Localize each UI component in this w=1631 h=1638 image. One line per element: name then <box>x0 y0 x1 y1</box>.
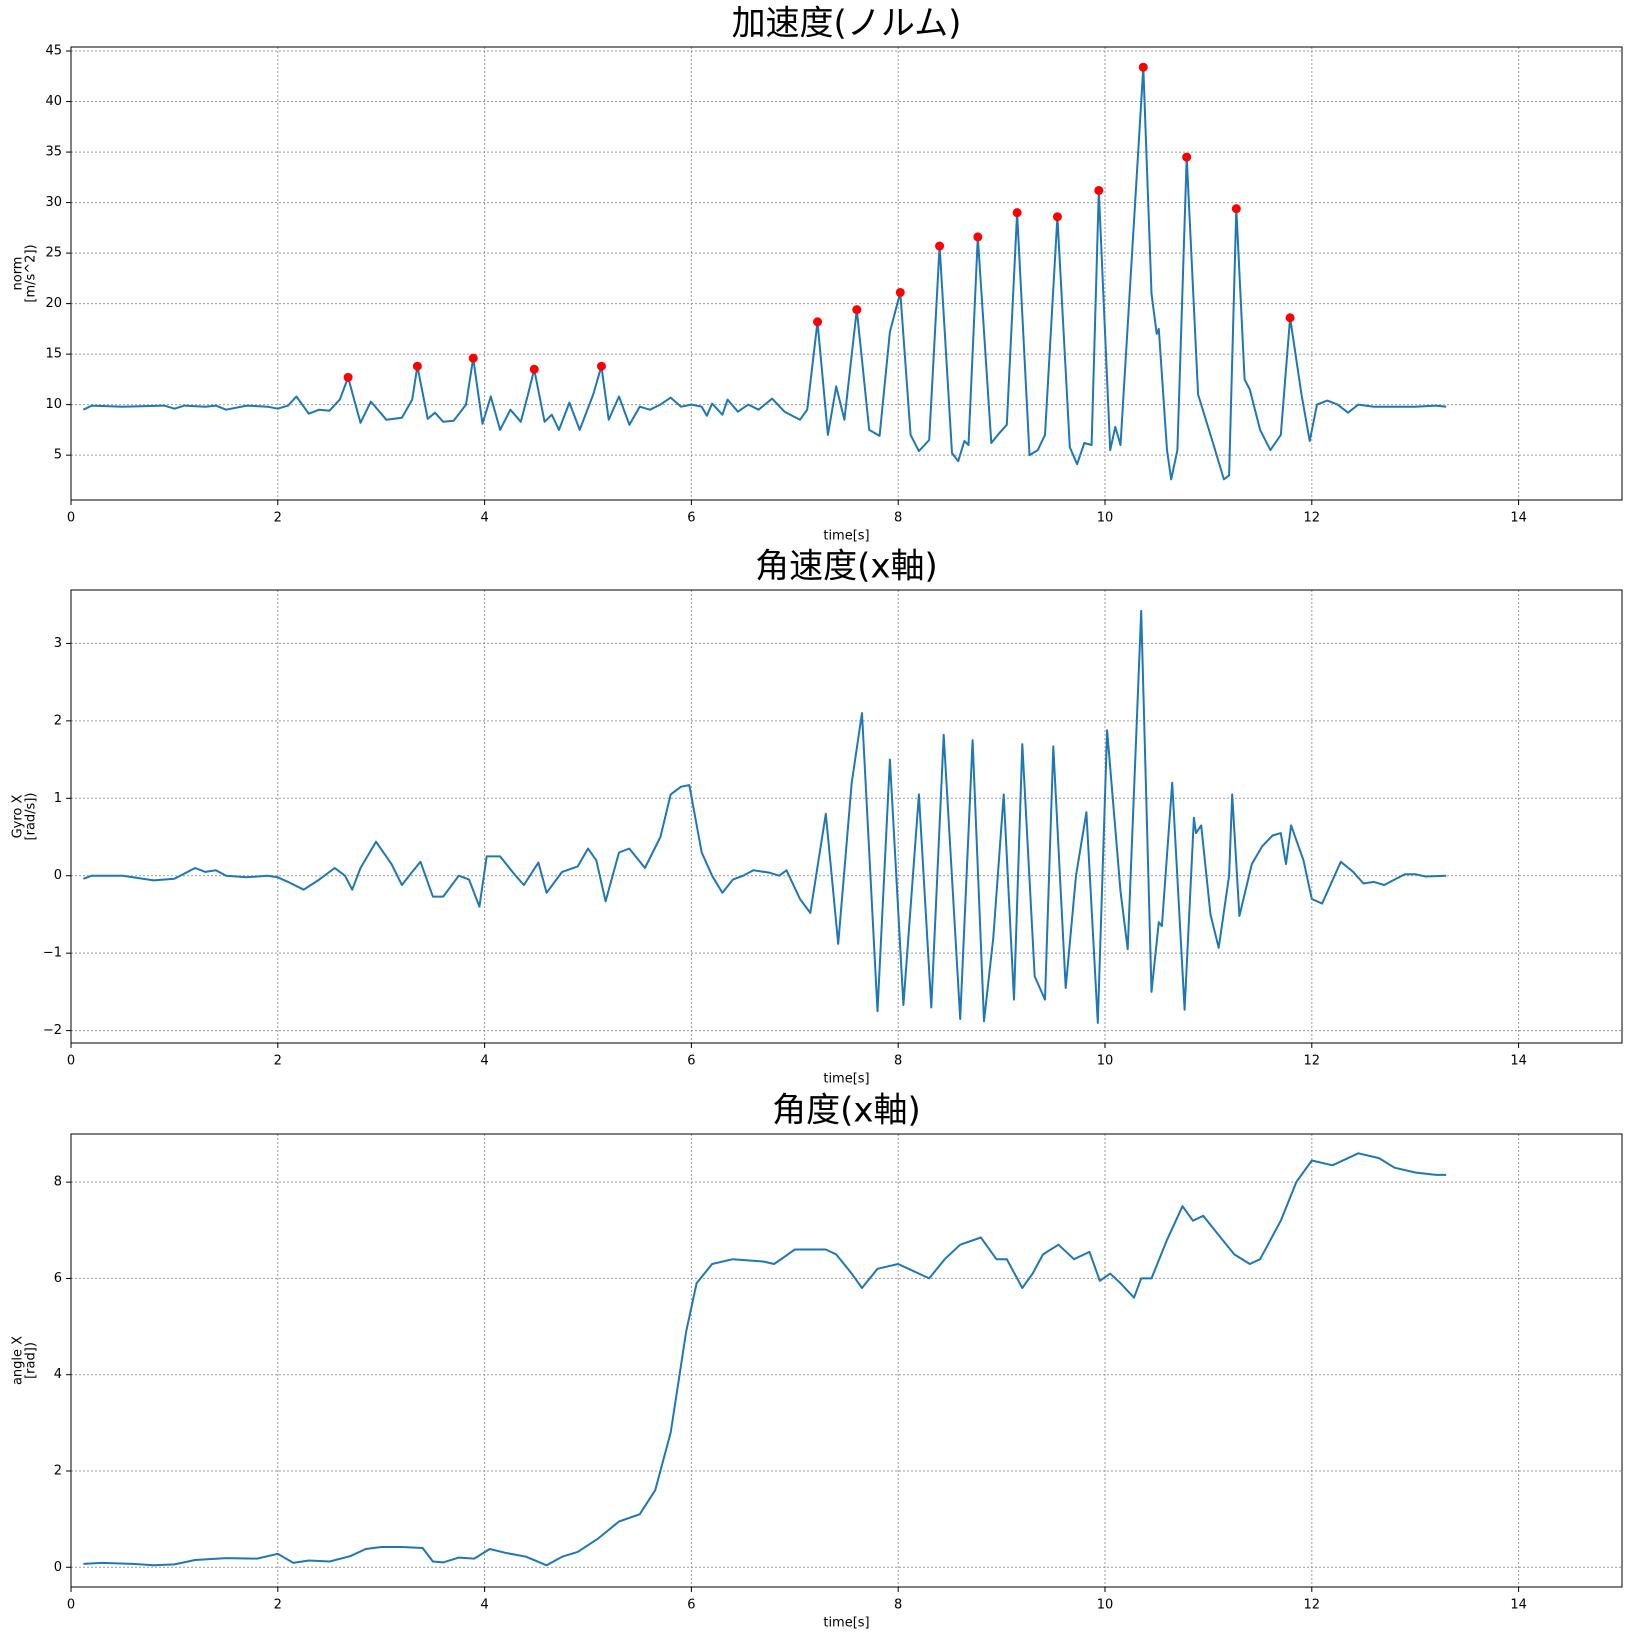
y-axis-label: [m/s^2]) <box>24 244 39 302</box>
y-tick-label: 4 <box>54 1367 62 1382</box>
y-tick-label: 40 <box>45 94 62 109</box>
plot-frame <box>70 1133 1623 1588</box>
x-axis-label: time[s] <box>823 529 869 544</box>
x-tick-label: 6 <box>687 511 695 526</box>
x-tick-label: 8 <box>894 1054 902 1069</box>
chart-title: 角度(x軸) <box>772 1091 921 1131</box>
peak-marker <box>1052 212 1062 222</box>
y-axis-label: [rad]) <box>24 1342 39 1379</box>
chart-title: 角速度(x軸) <box>755 547 938 587</box>
y-tick-label: 35 <box>45 145 62 160</box>
y-tick-label: 25 <box>45 246 62 261</box>
peak-marker <box>935 241 945 251</box>
y-tick-label: −2 <box>43 1023 62 1038</box>
peak-marker <box>1182 152 1192 162</box>
y-tick-label: 20 <box>45 296 62 311</box>
x-tick-label: 14 <box>1510 1598 1527 1613</box>
x-tick-label: 14 <box>1510 1054 1527 1069</box>
peak-marker <box>1138 62 1148 72</box>
x-tick-label: 4 <box>480 1054 488 1069</box>
x-tick-label: 0 <box>67 1054 75 1069</box>
y-tick-label: 15 <box>45 347 62 362</box>
plot-frame <box>70 46 1623 501</box>
x-tick-label: 2 <box>274 511 282 526</box>
x-tick-label: 0 <box>67 511 75 526</box>
y-tick-label: 45 <box>45 44 62 59</box>
x-tick-label: 12 <box>1304 511 1321 526</box>
peak-marker <box>1231 204 1241 214</box>
x-tick-label: 4 <box>480 511 488 526</box>
x-tick-label: 6 <box>687 1598 695 1613</box>
y-tick-label: 6 <box>54 1271 62 1286</box>
y-tick-label: 2 <box>54 713 62 728</box>
x-tick-label: 2 <box>274 1598 282 1613</box>
y-axis-label: Gyro X <box>11 795 26 839</box>
data-line <box>83 609 1447 1024</box>
peak-marker <box>1012 208 1022 218</box>
x-tick-label: 12 <box>1304 1598 1321 1613</box>
data-line <box>83 1152 1447 1567</box>
y-tick-label: 10 <box>45 397 62 412</box>
y-tick-label: 3 <box>54 636 62 651</box>
x-tick-label: 10 <box>1097 1054 1114 1069</box>
plot-frame <box>70 589 1623 1044</box>
x-tick-label: 8 <box>894 1598 902 1613</box>
peak-marker <box>1094 185 1104 195</box>
y-tick-label: −1 <box>43 946 62 961</box>
y-tick-label: 2 <box>54 1463 62 1478</box>
data-line <box>82 66 1447 481</box>
y-tick-label: 8 <box>54 1175 62 1190</box>
x-axis-label: time[s] <box>823 1616 869 1631</box>
y-tick-label: 0 <box>54 1560 62 1575</box>
x-tick-label: 4 <box>480 1598 488 1613</box>
x-tick-label: 10 <box>1097 1598 1114 1613</box>
x-tick-label: 10 <box>1097 511 1114 526</box>
y-tick-label: 30 <box>45 195 62 210</box>
y-tick-label: 1 <box>54 791 62 806</box>
peak-marker <box>343 372 353 382</box>
x-tick-label: 14 <box>1510 511 1527 526</box>
x-axis-label: time[s] <box>823 1072 869 1087</box>
peak-marker <box>468 353 478 363</box>
peak-marker <box>973 232 983 242</box>
chart-title: 加速度(ノルム) <box>732 4 962 44</box>
peak-marker <box>1285 313 1295 323</box>
x-tick-label: 2 <box>274 1054 282 1069</box>
y-axis-label: angle X <box>11 1336 26 1385</box>
x-tick-label: 0 <box>67 1598 75 1613</box>
x-tick-label: 12 <box>1304 1054 1321 1069</box>
x-tick-label: 8 <box>894 511 902 526</box>
y-axis-label: norm <box>11 257 26 291</box>
peak-marker <box>596 361 606 371</box>
y-tick-label: 5 <box>54 448 62 463</box>
y-tick-label: 0 <box>54 868 62 883</box>
peak-marker <box>813 317 823 327</box>
y-axis-label: [rad/s]) <box>24 793 39 841</box>
peak-marker <box>412 361 422 371</box>
x-tick-label: 6 <box>687 1054 695 1069</box>
peak-marker <box>895 287 905 297</box>
peak-marker <box>529 364 539 374</box>
peak-marker <box>852 305 862 315</box>
